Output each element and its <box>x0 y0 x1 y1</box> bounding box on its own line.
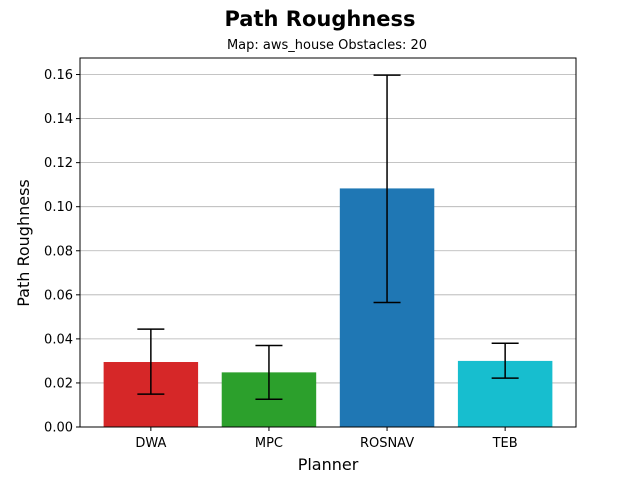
error-bars <box>137 74 519 400</box>
bars <box>103 188 553 427</box>
y-axis-label: Path Roughness <box>14 179 33 307</box>
y-tick-label: 0.04 <box>44 332 73 347</box>
chart-title: Path Roughness <box>224 7 415 31</box>
y-tick-label: 0.02 <box>44 376 73 391</box>
x-tick-label: MPC <box>255 436 283 451</box>
gridlines <box>80 74 576 384</box>
y-tick-label: 0.06 <box>44 288 73 303</box>
chart-subtitle: Map: aws_house Obstacles: 20 <box>227 38 427 53</box>
x-tick-label: DWA <box>135 436 166 451</box>
y-tick-label: 0.08 <box>44 244 73 259</box>
x-tick-label: ROSNAV <box>360 436 414 451</box>
y-axis-ticks: 0.00 0.02 0.04 0.06 0.08 0.10 0.12 0.14 0.16 <box>44 68 80 436</box>
x-tick-label: TEB <box>492 436 518 451</box>
y-tick-label: 0.16 <box>44 68 73 83</box>
y-tick-label: 0.00 <box>44 421 73 436</box>
x-axis-label: Planner <box>298 455 359 474</box>
y-tick-label: 0.12 <box>44 156 73 171</box>
plot-frame <box>79 57 577 428</box>
y-tick-label: 0.10 <box>44 200 73 215</box>
y-tick-label: 0.14 <box>44 112 73 127</box>
x-axis-ticks: DWA MPC ROSNAV TEB <box>135 427 518 451</box>
